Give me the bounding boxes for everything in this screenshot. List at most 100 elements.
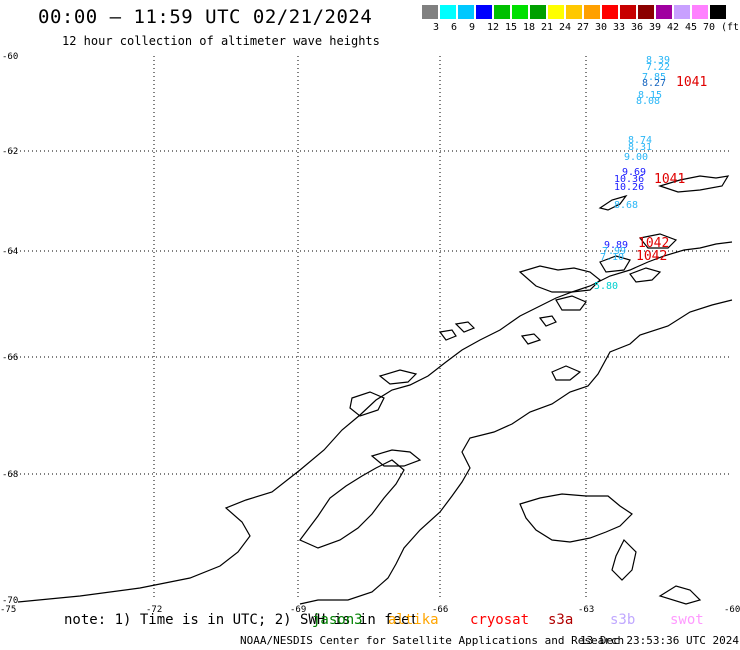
ice-shelf-c	[658, 585, 702, 605]
scale-label: 15	[505, 22, 518, 33]
wave-height-label: 8.74	[628, 135, 652, 146]
adelaide-island	[349, 391, 385, 417]
satellite-altika: altika	[388, 612, 439, 628]
scale-label: 12	[487, 22, 500, 33]
lat-label: -64	[2, 247, 18, 257]
scale-label: 6	[451, 22, 458, 33]
scale-label: 36	[631, 22, 644, 33]
scale-label: 24	[559, 22, 572, 33]
wave-height-label: 9.89	[604, 240, 628, 251]
lon-label: -60	[724, 605, 740, 615]
wave-height-labels: 8.397.227.858.278.158.08 8.748.319.00 9.69…	[594, 55, 670, 292]
coastline	[17, 175, 733, 605]
scale-label: 27	[577, 22, 590, 33]
wave-height-label: 8.39	[646, 55, 670, 66]
ice-shelf-b	[611, 538, 637, 581]
timestamp: 13 Dec 23:53:36 UTC 2024	[580, 634, 739, 647]
islet-c	[520, 333, 542, 345]
credit-line: NOAA/NESDIS Center for Satellite Applica…	[240, 634, 625, 647]
scale-swatch	[584, 5, 600, 19]
lon-label: -72	[146, 605, 162, 615]
scale-label: 21	[541, 22, 554, 33]
islet-d	[538, 315, 557, 327]
lon-label: -75	[0, 605, 16, 615]
scale-swatch	[440, 5, 456, 19]
scale-label: 30	[595, 22, 608, 33]
scale-swatch	[512, 5, 528, 19]
scale-swatch	[602, 5, 618, 19]
pressure-label: 1042	[638, 236, 669, 251]
peninsula-coast	[17, 241, 733, 603]
scale-swatch	[710, 5, 726, 19]
pressure-label: 1041	[654, 172, 685, 187]
south-shetland-a	[598, 194, 628, 211]
scale-swatch	[656, 5, 672, 19]
scale-label: 18	[523, 22, 536, 33]
small-island-c	[629, 267, 662, 283]
lat-label: -62	[2, 147, 18, 157]
map-subtitle: 12 hour collection of altimeter wave hei…	[62, 34, 380, 48]
lon-label: -66	[432, 605, 448, 615]
scale-swatch	[566, 5, 582, 19]
islet-a	[454, 321, 476, 333]
wave-height-label: 5.80	[594, 281, 618, 292]
scale-label: 45	[685, 22, 698, 33]
scale-swatch	[692, 5, 708, 19]
peninsula-east-coast	[299, 299, 733, 605]
lat-lon-grid	[8, 56, 732, 600]
wave-height-label: 7.22	[646, 62, 670, 73]
wave-height-label: 7.99	[602, 246, 626, 257]
wave-height-label: 10.26	[614, 182, 644, 193]
satellite-s3a: s3a	[548, 612, 574, 628]
scale-label: 42	[667, 22, 680, 33]
scale-swatch	[422, 5, 438, 19]
scale-swatch	[458, 5, 474, 19]
wave-height-label: 7.10	[600, 252, 624, 263]
anvers-island	[555, 295, 587, 311]
lon-label: -63	[578, 605, 594, 615]
scale-swatch	[674, 5, 690, 19]
scale-label: 39	[649, 22, 662, 33]
inner-island	[299, 459, 405, 549]
scale-label: (ft)	[721, 22, 740, 33]
small-island-b	[599, 255, 631, 273]
scale-label: 3	[433, 22, 440, 33]
pressure-label: 1042	[636, 249, 667, 264]
scale-label: 70	[703, 22, 716, 33]
scale-label: 33	[613, 22, 626, 33]
wave-height-label: 8.15	[638, 90, 662, 101]
scale-swatch	[530, 5, 546, 19]
satellite-swot: swot	[670, 612, 704, 628]
scale-swatch	[476, 5, 492, 19]
inner-island-b	[370, 449, 422, 467]
pressure-label: 1041	[676, 75, 707, 90]
map-title: 00:00 – 11:59 UTC 02/21/2024	[38, 6, 373, 28]
wave-height-label: 10.36	[614, 174, 644, 185]
brabant-island	[518, 265, 601, 293]
wave-height-label: 7.85	[642, 72, 666, 83]
lat-label: -66	[2, 353, 18, 363]
small-island-a	[378, 369, 418, 385]
wave-height-label: 9.69	[622, 167, 646, 178]
ice-shelf-outline	[519, 493, 633, 543]
scale-swatch	[494, 5, 510, 19]
scale-swatch	[638, 5, 654, 19]
footer-note: note: 1) Time is in UTC; 2) SWH is in fe…	[64, 612, 419, 628]
lon-label: -69	[290, 605, 306, 615]
wave-height-label: 8.08	[636, 96, 660, 107]
scale-swatch	[548, 5, 564, 19]
scale-label: 9	[469, 22, 476, 33]
small-island-d	[551, 365, 582, 381]
trinity-island	[638, 233, 678, 249]
lat-label: -68	[2, 470, 18, 480]
wave-height-label: 8.68	[614, 200, 638, 211]
satellite-cryosat: cryosat	[470, 612, 530, 628]
lat-label: -70	[2, 596, 18, 606]
satellite-jason3: jason3	[312, 612, 363, 628]
axis-labels: -60 -62 -64 -66 -68 -70-75 -72 -69 -66 -63 -60	[0, 52, 740, 615]
lat-label: -60	[2, 52, 18, 62]
scale-swatch	[620, 5, 636, 19]
south-shetland-b	[658, 175, 730, 193]
